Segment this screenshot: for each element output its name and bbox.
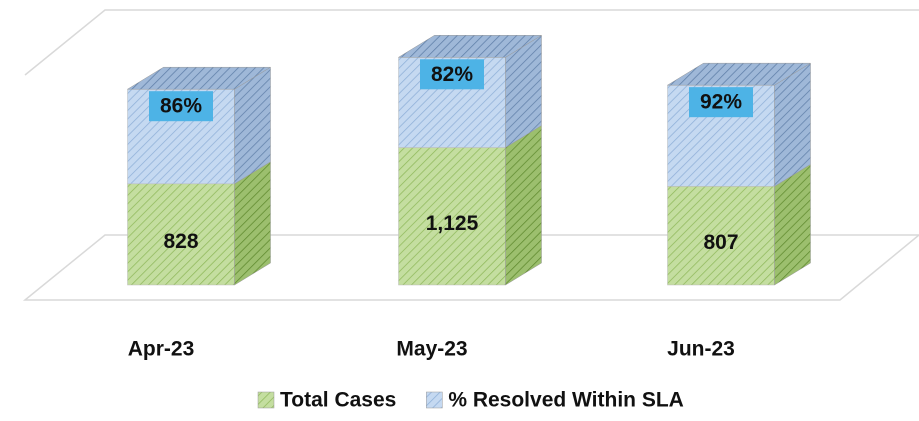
value-label: 82% [431,63,473,86]
value-label: 1,125 [426,212,479,235]
x-tick-label: May-23 [396,338,467,361]
label-box [689,87,753,118]
bar-side [505,125,542,286]
bar-front [667,186,775,286]
bar-segment [398,125,542,286]
bar-segment [397,34,543,148]
value-label: 92% [700,91,742,114]
value-label: 828 [163,230,198,253]
label-box [149,91,213,122]
value-label: 807 [703,231,738,254]
bar-front [127,183,235,286]
bar-segment [667,163,811,286]
legend-swatch [257,391,275,409]
bar-top [126,66,272,90]
bar-top [666,62,812,86]
bar-segment [126,66,272,185]
bar-segment [127,161,271,286]
legend-label: % Resolved Within SLA [448,389,684,412]
bar-segment [666,62,812,187]
value-label: 86% [160,95,202,118]
legend-label: Total Cases [280,389,396,412]
x-tick-label: Jun-23 [667,338,735,361]
bar-top [397,35,543,58]
legend-swatch [426,391,443,409]
bar-front [398,147,506,286]
x-tick-label: Apr-23 [128,338,195,361]
label-box [420,59,484,90]
